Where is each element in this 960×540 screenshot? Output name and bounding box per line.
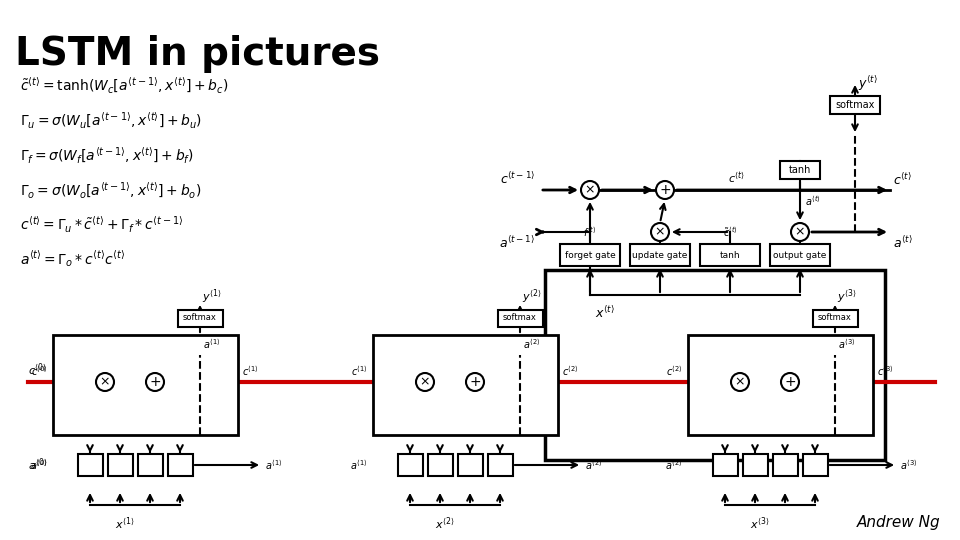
Text: $i^{\langle t\rangle}$: $i^{\langle t\rangle}$ [654,225,666,239]
Circle shape [656,181,674,199]
Circle shape [581,181,599,199]
Circle shape [781,373,799,391]
Text: $y^{\langle 1\rangle}$: $y^{\langle 1\rangle}$ [202,287,222,306]
FancyBboxPatch shape [458,454,483,476]
Text: softmax: softmax [503,314,537,322]
FancyBboxPatch shape [545,270,885,460]
Text: $\Gamma_o = \sigma(W_o[a^{\langle t-1 \rangle}, x^{\langle t \rangle}] + b_o)$: $\Gamma_o = \sigma(W_o[a^{\langle t-1 \r… [20,180,202,200]
Circle shape [146,373,164,391]
Text: $c^{\langle 1\rangle}$: $c^{\langle 1\rangle}$ [351,364,368,378]
Text: ×: × [655,226,665,239]
Text: $c^{\langle t\rangle}$: $c^{\langle t\rangle}$ [893,172,912,188]
Text: +: + [784,375,796,389]
FancyBboxPatch shape [178,309,223,327]
Text: $y^{\langle 2\rangle}$: $y^{\langle 2\rangle}$ [522,287,541,306]
Text: $c^{\langle 0\rangle}$: $c^{\langle 0\rangle}$ [28,361,47,378]
Text: ×: × [734,375,745,388]
Text: $c^{\langle t\rangle}$: $c^{\langle t\rangle}$ [729,171,746,186]
Text: softmax: softmax [183,314,217,322]
FancyBboxPatch shape [373,335,558,435]
Text: tanh: tanh [720,251,740,260]
Text: $a^{\langle 2\rangle}$: $a^{\langle 2\rangle}$ [585,458,603,472]
Text: $a^{\langle 2\rangle}$: $a^{\langle 2\rangle}$ [665,458,683,472]
Text: $x^{\langle t\rangle}$: $x^{\langle t\rangle}$ [595,305,615,321]
Text: forget gate: forget gate [564,251,615,260]
Text: update gate: update gate [633,251,687,260]
FancyBboxPatch shape [712,454,737,476]
Text: +: + [660,183,671,197]
Text: $a^{\langle 1\rangle}$: $a^{\langle 1\rangle}$ [203,337,221,351]
Text: Andrew Ng: Andrew Ng [856,515,940,530]
FancyBboxPatch shape [742,454,767,476]
Text: $a^{\langle 1\rangle}$: $a^{\langle 1\rangle}$ [350,458,368,472]
Text: $c^{\langle 2\rangle}$: $c^{\langle 2\rangle}$ [666,364,683,378]
Text: $x^{\langle 1\rangle}$: $x^{\langle 1\rangle}$ [115,515,134,531]
Text: $a^{\langle t\rangle}$: $a^{\langle t\rangle}$ [893,235,913,251]
Text: LSTM in pictures: LSTM in pictures [15,35,380,73]
Circle shape [651,223,669,241]
FancyBboxPatch shape [688,335,873,435]
Text: $a^{\langle 2\rangle}$: $a^{\langle 2\rangle}$ [523,337,540,351]
FancyBboxPatch shape [803,454,828,476]
Text: ×: × [795,226,805,239]
Text: $f^{\langle t\rangle}$: $f^{\langle t\rangle}$ [584,225,597,239]
Text: $\tilde{c}^{\langle t\rangle}$: $\tilde{c}^{\langle t\rangle}$ [723,225,737,239]
Text: $x^{\langle 3\rangle}$: $x^{\langle 3\rangle}$ [750,515,770,531]
Text: $y^{\langle 3\rangle}$: $y^{\langle 3\rangle}$ [837,287,856,306]
FancyBboxPatch shape [773,454,798,476]
Text: $\tilde{c}^{\langle t \rangle} = \tanh(W_c[a^{\langle t-1 \rangle}, x^{\langle t: $\tilde{c}^{\langle t \rangle} = \tanh(W… [20,75,228,94]
Text: $c^{\langle 2\rangle}$: $c^{\langle 2\rangle}$ [562,364,579,378]
Text: +: + [149,375,161,389]
FancyBboxPatch shape [780,161,820,179]
FancyBboxPatch shape [497,309,542,327]
FancyBboxPatch shape [78,454,103,476]
FancyBboxPatch shape [630,244,690,266]
Text: $a^{\langle t \rangle} = \Gamma_o * c^{\langle t \rangle} c^{\langle t \rangle}$: $a^{\langle t \rangle} = \Gamma_o * c^{\… [20,250,126,270]
Text: $a^{\langle 3\rangle}$: $a^{\langle 3\rangle}$ [838,337,855,351]
Circle shape [96,373,114,391]
Text: softmax: softmax [835,100,875,110]
Text: $o^{\langle t\rangle}$: $o^{\langle t\rangle}$ [792,225,808,239]
Text: +: + [469,375,481,389]
FancyBboxPatch shape [137,454,162,476]
FancyBboxPatch shape [427,454,452,476]
Text: $y^{\langle t\rangle}$: $y^{\langle t\rangle}$ [858,74,877,93]
FancyBboxPatch shape [167,454,193,476]
FancyBboxPatch shape [700,244,760,266]
Text: $a^{\langle 3\rangle}$: $a^{\langle 3\rangle}$ [900,458,918,472]
Text: $a^{\langle t-1\rangle}$: $a^{\langle t-1\rangle}$ [499,235,535,251]
Text: $c^{\langle t-1\rangle}$: $c^{\langle t-1\rangle}$ [500,171,535,187]
Text: $\Gamma_f = \sigma(W_f[a^{\langle t-1 \rangle}, x^{\langle t \rangle}] + b_f)$: $\Gamma_f = \sigma(W_f[a^{\langle t-1 \r… [20,145,194,165]
FancyBboxPatch shape [812,309,857,327]
Text: $\Gamma_u = \sigma(W_u[a^{\langle t-1 \rangle}, x^{\langle t \rangle}] + b_u)$: $\Gamma_u = \sigma(W_u[a^{\langle t-1 \r… [20,110,203,130]
Text: ×: × [100,375,110,388]
FancyBboxPatch shape [108,454,132,476]
Text: $c^{\langle t \rangle} = \Gamma_u * \tilde{c}^{\langle t \rangle} + \Gamma_f * c: $c^{\langle t \rangle} = \Gamma_u * \til… [20,215,183,235]
FancyBboxPatch shape [397,454,422,476]
FancyBboxPatch shape [488,454,513,476]
Text: $a^{\langle 0\rangle}$: $a^{\langle 0\rangle}$ [31,458,48,472]
Circle shape [416,373,434,391]
Text: softmax: softmax [818,314,852,322]
Text: $a^{\langle 0\rangle}$: $a^{\langle 0\rangle}$ [28,457,48,473]
Text: $c^{\langle 3\rangle}$: $c^{\langle 3\rangle}$ [877,364,894,378]
Text: $c^{\langle 0\rangle}$: $c^{\langle 0\rangle}$ [31,364,48,378]
FancyBboxPatch shape [53,335,238,435]
Text: output gate: output gate [774,251,827,260]
Text: $a^{\langle t\rangle}$: $a^{\langle t\rangle}$ [805,194,821,208]
Text: $c^{\langle 1\rangle}$: $c^{\langle 1\rangle}$ [242,364,259,378]
Text: $x^{\langle 2\rangle}$: $x^{\langle 2\rangle}$ [435,515,455,531]
FancyBboxPatch shape [830,96,880,114]
FancyBboxPatch shape [560,244,620,266]
Text: ×: × [420,375,430,388]
Circle shape [466,373,484,391]
Text: tanh: tanh [789,165,811,175]
Text: ×: × [585,184,595,197]
Text: $a^{\langle 1\rangle}$: $a^{\langle 1\rangle}$ [265,458,282,472]
Circle shape [731,373,749,391]
FancyBboxPatch shape [770,244,830,266]
Circle shape [791,223,809,241]
